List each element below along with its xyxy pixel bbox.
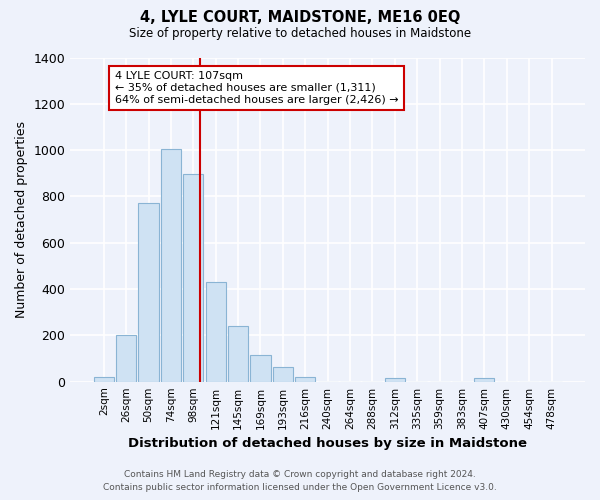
Bar xyxy=(385,378,405,382)
Text: Size of property relative to detached houses in Maidstone: Size of property relative to detached ho… xyxy=(129,28,471,40)
Text: 4 LYLE COURT: 107sqm
← 35% of detached houses are smaller (1,311)
64% of semi-de: 4 LYLE COURT: 107sqm ← 35% of detached h… xyxy=(115,72,398,104)
X-axis label: Distribution of detached houses by size in Maidstone: Distribution of detached houses by size … xyxy=(128,437,527,450)
Bar xyxy=(250,355,271,382)
Bar xyxy=(139,204,158,382)
Bar xyxy=(206,282,226,382)
Y-axis label: Number of detached properties: Number of detached properties xyxy=(15,121,28,318)
Bar xyxy=(228,326,248,382)
Bar xyxy=(183,174,203,382)
Bar xyxy=(94,377,114,382)
Bar xyxy=(474,378,494,382)
Bar xyxy=(273,366,293,382)
Text: 4, LYLE COURT, MAIDSTONE, ME16 0EQ: 4, LYLE COURT, MAIDSTONE, ME16 0EQ xyxy=(140,10,460,25)
Bar xyxy=(161,149,181,382)
Text: Contains HM Land Registry data © Crown copyright and database right 2024.
Contai: Contains HM Land Registry data © Crown c… xyxy=(103,470,497,492)
Bar xyxy=(116,336,136,382)
Bar xyxy=(295,377,316,382)
